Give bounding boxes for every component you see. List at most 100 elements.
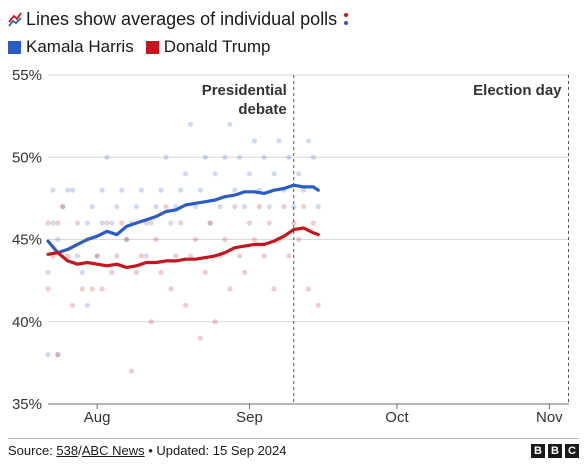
source-link-538[interactable]: 538 [56, 443, 79, 458]
poll-dot [143, 253, 149, 259]
poll-dot [227, 121, 233, 127]
poll-dot [158, 269, 164, 275]
poll-dot [163, 154, 169, 160]
poll-dot [300, 187, 307, 193]
x-tick-label: Nov [536, 409, 563, 426]
poll-dot [124, 236, 130, 243]
legend-label-trump: Donald Trump [163, 37, 271, 56]
source-link-abc-news[interactable]: ABC News [81, 443, 145, 458]
series-line [46, 226, 320, 270]
poll-dot [55, 352, 61, 358]
bbc-logo: B B C [531, 444, 579, 458]
poll-dot [202, 269, 208, 275]
poll-dot [133, 204, 140, 210]
poll-dot [251, 236, 258, 243]
poll-dot [148, 220, 154, 226]
poll-dot [133, 269, 140, 275]
poll-dot [315, 204, 321, 210]
poll-dot [114, 253, 120, 259]
trend-lines-icon [8, 12, 22, 27]
poll-dot [192, 204, 199, 210]
poll-dot [138, 253, 144, 259]
more-options-icon[interactable] [343, 11, 349, 27]
y-tick-label: 50% [12, 149, 42, 166]
poll-dot [55, 352, 61, 358]
poll-dot [261, 253, 267, 259]
poll-dot [178, 220, 184, 226]
poll-dot [55, 220, 61, 226]
poll-dot [158, 187, 164, 193]
poll-dot [178, 187, 184, 193]
poll-dot [74, 253, 81, 259]
poll-dot [183, 171, 189, 177]
legend-swatch-harris [8, 40, 21, 54]
x-tick-label: Oct [385, 409, 409, 426]
x-tick-label: Sep [236, 409, 263, 426]
poll-dot [60, 204, 66, 210]
poll-dot [207, 220, 213, 226]
poll-dot [183, 302, 189, 308]
poll-dot [60, 204, 66, 210]
poll-dot [99, 220, 105, 226]
poll-dot [104, 154, 110, 160]
poll-dot [315, 302, 321, 308]
bbc-logo-letter: B [548, 444, 562, 458]
y-tick-label: 45% [12, 232, 42, 249]
poll-dot [251, 138, 258, 144]
poll-dot [74, 220, 81, 226]
poll-dot [300, 204, 307, 210]
poll-dot [232, 187, 238, 193]
poll-dot [232, 204, 238, 210]
poll-dot [310, 154, 317, 160]
legend-swatch-trump [145, 40, 159, 54]
poll-dot [197, 335, 203, 341]
poll-dot [256, 204, 262, 210]
poll-dot [246, 220, 253, 226]
poll-dot [119, 220, 125, 226]
legend-item-trump: Donald Trump [145, 37, 271, 57]
poll-dot [69, 302, 76, 308]
poll-dot [217, 204, 223, 210]
poll-dot [65, 187, 71, 193]
poll-dot [119, 187, 125, 193]
poll-dot [276, 138, 282, 144]
poll-dot [212, 171, 218, 177]
poll-dot [242, 204, 248, 210]
poll-dot [114, 204, 120, 210]
y-tick-label: 35% [12, 396, 42, 413]
poll-dot [94, 253, 100, 259]
poll-dot [271, 171, 277, 177]
poll-dot [128, 368, 135, 374]
poll-dot [197, 187, 203, 193]
poll-dot [281, 204, 287, 210]
poll-dot [212, 319, 218, 325]
poll-dot [138, 187, 144, 193]
bbc-logo-letter: C [565, 444, 579, 458]
annotation-label: debate [238, 101, 286, 118]
poll-dot [222, 154, 228, 160]
poll-dot [168, 286, 174, 292]
poll-dot [227, 286, 233, 292]
poll-dot [104, 220, 110, 226]
poll-dot [109, 220, 115, 226]
poll-dot [168, 220, 174, 226]
poll-dot [310, 220, 317, 226]
poll-dot [246, 171, 253, 177]
poll-dot [192, 236, 199, 243]
poll-dot [79, 286, 86, 292]
poll-dot [124, 236, 130, 243]
poll-dot [84, 302, 90, 308]
poll-dot [173, 253, 179, 259]
poll-dot [266, 204, 272, 210]
poll-dot [237, 154, 243, 160]
poll-dot [202, 154, 208, 160]
source-prefix: Source: [8, 443, 57, 458]
poll-dot [271, 286, 277, 292]
bbc-logo-letter: B [531, 444, 545, 458]
poll-dot [89, 204, 95, 210]
poll-dot [50, 220, 56, 226]
legend-item-harris: Kamala Harris [8, 37, 134, 57]
poll-dot [99, 187, 105, 193]
poll-dot [187, 253, 194, 259]
